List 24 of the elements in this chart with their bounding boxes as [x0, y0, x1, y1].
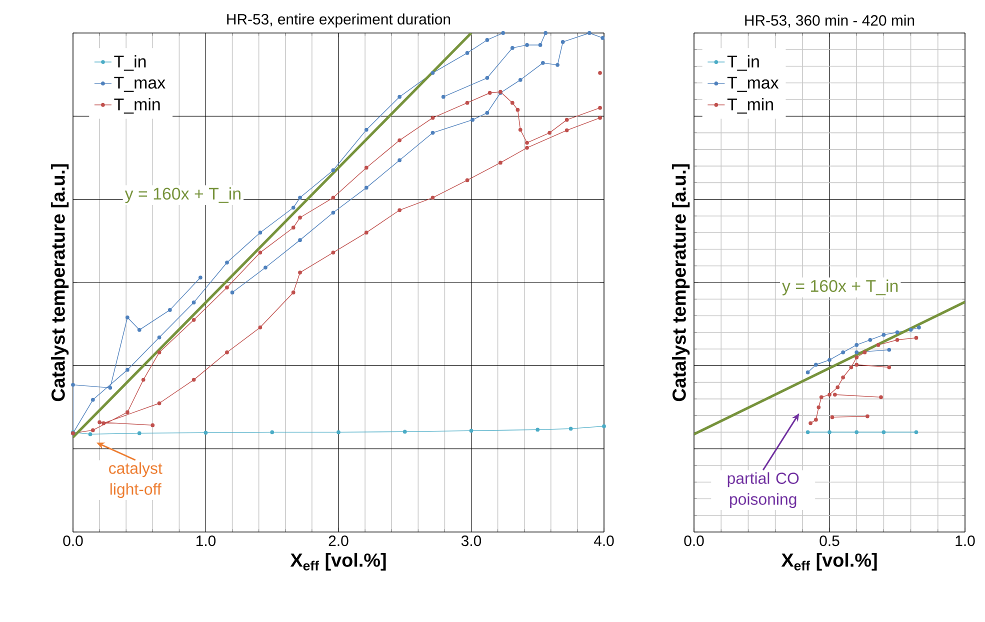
x-tick-label: 1.0: [196, 536, 216, 546]
x-tick-label: 1.0: [956, 536, 975, 546]
x-tick-label: 0.0: [684, 536, 704, 546]
y-axis-title: Catalyst temperature [a.u.]: [672, 164, 690, 402]
legend-label: T_min: [727, 98, 773, 114]
chart-title: HR-53, 360 min - 420 min: [745, 14, 914, 28]
annotation: y = 160x + T_in: [124, 187, 240, 204]
text: y = 160x + T_in: [782, 280, 898, 296]
legend-label: T_min: [114, 98, 160, 114]
legend-label: T_in: [727, 55, 759, 71]
x-axis-title: X$_{eff}$ [vol.%]: [781, 552, 877, 571]
annotation: catalyst light-off: [109, 462, 162, 498]
x-tick-label: 0.5: [820, 536, 840, 546]
x-axis-title: X$_{eff}$ [vol.%]: [290, 552, 386, 571]
legend-label: T_in: [114, 55, 146, 71]
x-tick-label: 2.0: [328, 536, 348, 546]
x-tick-label: 4.0: [594, 536, 614, 546]
y-axis-title: Catalyst temperature [a.u.]: [50, 164, 69, 402]
legend-label: T_max: [114, 76, 166, 92]
x-tick-label: 0.0: [63, 536, 83, 546]
annotation: partial CO poisoning: [728, 472, 799, 508]
legend-label: T_max: [727, 76, 779, 92]
x-tick-label: 3.0: [461, 536, 482, 546]
chart-title: HR-53, entire experiment duration: [227, 14, 450, 28]
